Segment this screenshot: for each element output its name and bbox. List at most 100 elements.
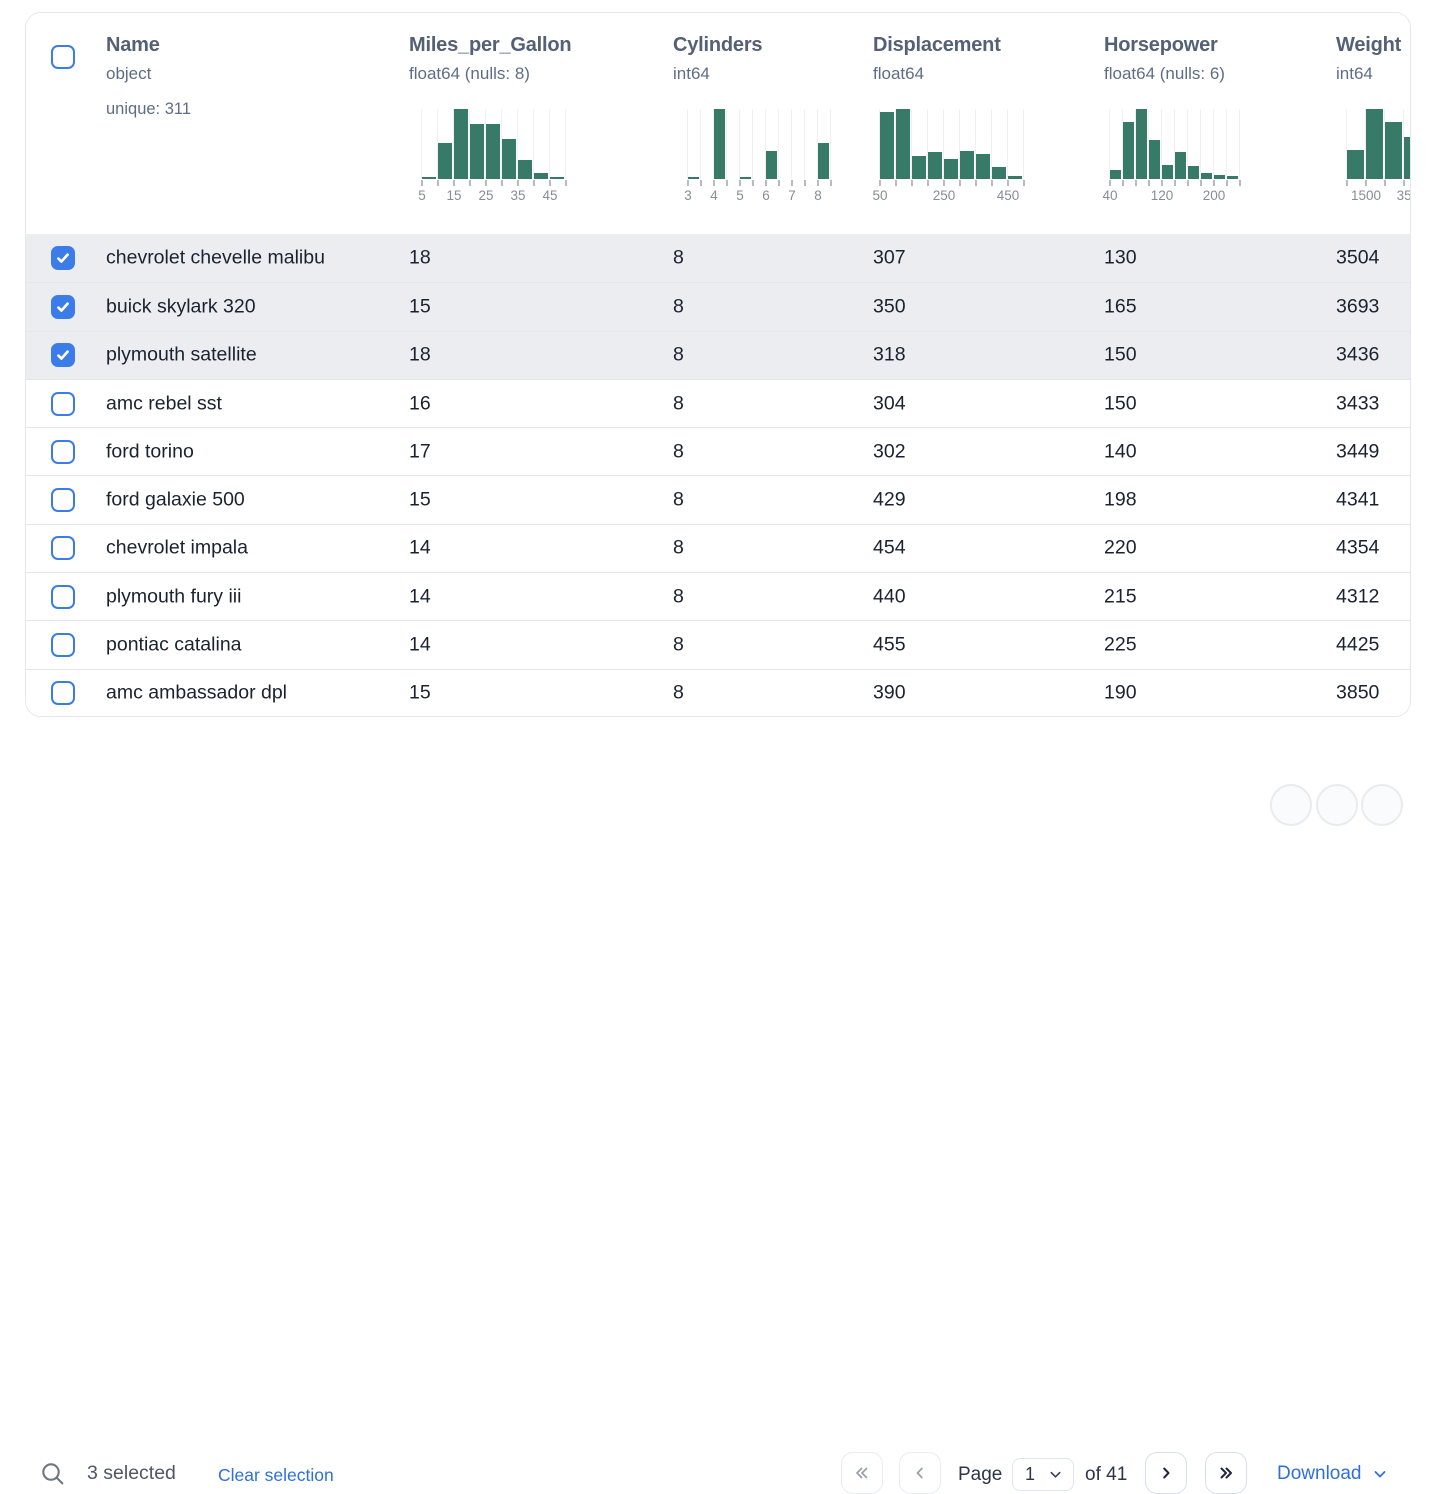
row-checkbox[interactable] [51, 391, 75, 416]
axis-tick [687, 180, 689, 186]
histogram-bar [1149, 140, 1160, 179]
axis-tick [991, 180, 993, 186]
previous-page-button[interactable] [899, 1452, 941, 1494]
axis-tick [830, 180, 832, 186]
cell-weight: 3693 [1336, 295, 1380, 318]
axis-tick [791, 180, 793, 186]
column-header-disp[interactable]: Displacement float64 [873, 34, 1001, 84]
select-all-checkbox[interactable] [51, 45, 75, 69]
row-checkbox[interactable] [51, 246, 75, 271]
row-checkbox[interactable] [51, 681, 75, 706]
histogram-bar [454, 109, 468, 179]
next-page-button[interactable] [1145, 1452, 1187, 1494]
axis-tick [765, 180, 767, 186]
axis-tick-label: 6 [762, 188, 770, 203]
column-header-name[interactable]: Name object unique: 311 [106, 34, 191, 119]
histogram-bar [518, 160, 532, 179]
histogram-bar [470, 124, 484, 179]
axis-tick [879, 180, 881, 186]
cell-weight: 3449 [1336, 440, 1380, 463]
histogram-bar [534, 173, 548, 179]
page-select[interactable]: 1 [1012, 1458, 1074, 1491]
histogram-bar [1175, 152, 1186, 179]
table-row: plymouth satellite 18 8 318 150 3436 [26, 330, 1410, 379]
gridline [911, 109, 912, 179]
histogram-bar [438, 143, 452, 179]
axis-tick [943, 180, 945, 186]
histogram-bar [1136, 109, 1147, 179]
column-header-hp[interactable]: Horsepower float64 (nulls: 6) [1104, 34, 1225, 84]
axis-tick [1200, 180, 1202, 186]
histogram-Displacement[interactable]: 50 250 450 [872, 109, 1025, 203]
first-page-button[interactable] [841, 1452, 883, 1494]
row-checkbox[interactable] [51, 584, 75, 609]
page-total-label: of 41 [1085, 1464, 1128, 1485]
cell-name: ford galaxie 500 [106, 488, 245, 511]
row-checkbox[interactable] [51, 294, 75, 319]
cell-disp: 307 [873, 246, 906, 269]
gridline [1135, 109, 1136, 179]
axis-tick [565, 180, 567, 186]
gridline [1161, 109, 1162, 179]
axis-tick [752, 180, 754, 186]
axis-tick [726, 180, 728, 186]
search-icon[interactable] [39, 1460, 67, 1488]
download-button[interactable]: Download [1277, 1463, 1388, 1485]
column-header-weight[interactable]: Weight int64 [1336, 34, 1401, 84]
histogram-Horsepower[interactable]: 40 120 200 [1102, 109, 1241, 203]
gridline [565, 109, 566, 179]
row-checkbox[interactable] [51, 536, 75, 561]
column-header-mpg[interactable]: Miles_per_Gallon float64 (nulls: 8) [409, 34, 572, 84]
column-name: Cylinders [673, 34, 763, 56]
row-checkbox[interactable] [51, 488, 75, 513]
gridline [804, 109, 805, 179]
cell-mpg: 17 [409, 440, 431, 463]
cell-weight: 3433 [1336, 392, 1380, 415]
cell-name: chevrolet chevelle malibu [106, 246, 325, 269]
column-header-cyl[interactable]: Cylinders int64 [673, 34, 763, 84]
gridline [421, 109, 422, 179]
last-page-button[interactable] [1205, 1452, 1247, 1494]
row-checkbox[interactable] [51, 633, 75, 658]
axis-tick-label: 4 [710, 188, 718, 203]
check-icon [57, 302, 69, 312]
gridline [1365, 109, 1366, 179]
cell-hp: 198 [1104, 488, 1137, 511]
gridline [1346, 109, 1347, 179]
cell-weight: 3436 [1336, 343, 1380, 366]
axis-tick [911, 180, 913, 186]
download-label: Download [1277, 1463, 1362, 1484]
axis-tick-label: 3500 [1396, 188, 1411, 203]
axis-tick [421, 180, 423, 186]
column-name: Weight [1336, 34, 1402, 56]
gridline [700, 109, 701, 179]
gridline [765, 109, 766, 179]
column-dtype: float64 (nulls: 6) [1104, 64, 1225, 83]
cell-name: plymouth fury iii [106, 585, 242, 608]
data-table-card: Name object unique: 311 Miles_per_Gallon flo… [25, 12, 1411, 717]
gridline [959, 109, 960, 179]
axis-tick [1384, 180, 1386, 186]
cell-name: chevrolet impala [106, 536, 248, 559]
clear-selection-link[interactable]: Clear selection [218, 1465, 334, 1485]
row-checkbox[interactable] [51, 439, 75, 464]
cell-hp: 220 [1104, 536, 1137, 559]
histogram-bar [766, 151, 777, 179]
axis-tick-label: 40 [1102, 188, 1118, 203]
selected-count: 3 selected [87, 1462, 176, 1484]
gridline [975, 109, 976, 179]
row-checkbox[interactable] [51, 343, 75, 368]
histogram-Weight[interactable]: 1500 3500 [1346, 109, 1410, 203]
table-row: amc rebel sst 16 8 304 150 3433 [26, 378, 1410, 428]
column-dtype: float64 (nulls: 8) [409, 64, 530, 83]
page-label: Page [958, 1464, 1003, 1485]
histogram-Cylinders[interactable]: 3 4 5 6 7 8 [684, 109, 832, 203]
axis-tick [453, 180, 455, 186]
gridline [485, 109, 486, 179]
gridline [927, 109, 928, 179]
column-unique-count: unique: 311 [106, 100, 192, 118]
histogram-Miles_per_Gallon[interactable]: 5 15 25 35 45 [418, 109, 567, 203]
axis-tick [485, 180, 487, 186]
gridline [830, 109, 831, 179]
cell-mpg: 16 [409, 392, 431, 415]
